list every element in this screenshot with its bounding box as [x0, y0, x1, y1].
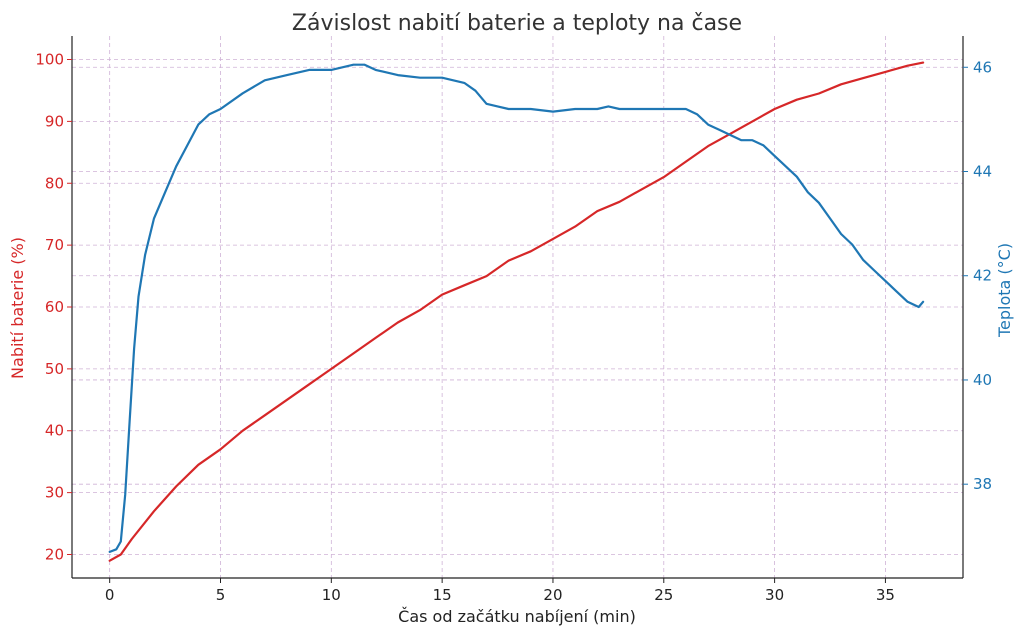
series-line-temperature [108, 63, 925, 554]
series-layer [108, 61, 925, 562]
x-tick-label: 15 [433, 586, 452, 604]
y-right-tick-label: 38 [973, 475, 992, 493]
y-left-tick-label: 60 [45, 298, 64, 316]
y-right-tick-label: 42 [973, 267, 992, 285]
x-tick-label: 35 [876, 586, 895, 604]
x-tick-label: 0 [105, 586, 115, 604]
x-tick-label: 20 [543, 586, 562, 604]
x-axis-label: Čas od začátku nabíjení (min) [398, 607, 636, 626]
x-tick-label: 10 [322, 586, 341, 604]
y-left-tick-label: 40 [45, 422, 64, 440]
y-left-tick-label: 20 [45, 545, 64, 563]
grid [72, 36, 963, 578]
x-tick-label: 5 [216, 586, 226, 604]
y-right-axis-label: Teplota (°C) [995, 243, 1014, 338]
y-left-tick-label: 80 [45, 174, 64, 192]
y-right-tick-label: 44 [973, 163, 992, 181]
y-left-tick-label: 100 [35, 51, 64, 69]
x-tick-label: 30 [765, 586, 784, 604]
y-right-tick-label: 40 [973, 371, 992, 389]
y-left-tick-label: 30 [45, 484, 64, 502]
x-tick-label: 25 [654, 586, 673, 604]
series-line-battery-charge [108, 61, 925, 562]
chart-title: Závislost nabití baterie a teploty na ča… [292, 11, 742, 36]
y-left-tick-label: 90 [45, 112, 64, 130]
y-left-tick-label: 50 [45, 360, 64, 378]
y-left-axis-label: Nabití baterie (%) [8, 237, 27, 379]
ticks: 0 5 10 15 20 25 30 35 20 30 40 50 60 70 80 90 100 38 40 42 4… [35, 51, 992, 604]
y-right-tick-label: 46 [973, 58, 992, 76]
y-left-tick-label: 70 [45, 236, 64, 254]
